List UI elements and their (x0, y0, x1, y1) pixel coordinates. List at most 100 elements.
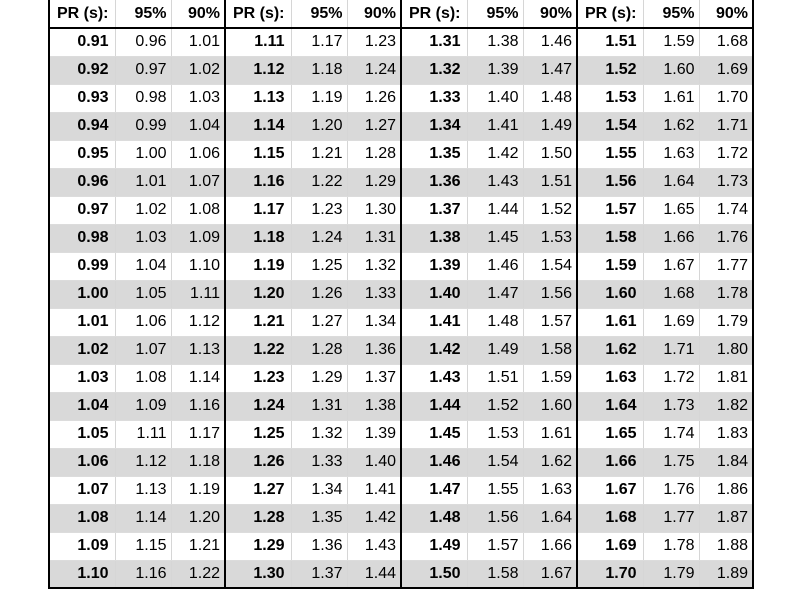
cell-pr: 0.92 (48, 56, 116, 85)
cell-90: 1.01 (171, 28, 226, 57)
cell-90: 1.02 (171, 56, 226, 85)
cell-90: 1.12 (171, 308, 226, 337)
cell-95: 1.08 (115, 364, 172, 393)
pr-table: PR (s): 95% 90% PR (s): 95% 90% PR (s): 95% 90% P… (48, 0, 754, 589)
cell-pr: 1.67 (576, 476, 644, 505)
cell-90: 1.67 (523, 560, 578, 589)
cell-pr: 1.48 (400, 504, 468, 533)
cell-pr: 0.91 (48, 28, 116, 57)
cell-95: 1.52 (467, 392, 524, 421)
cell-95: 1.65 (643, 196, 700, 225)
cell-95: 1.44 (467, 196, 524, 225)
cell-95: 1.67 (643, 252, 700, 281)
cell-pr: 1.11 (224, 28, 292, 57)
cell-90: 1.57 (523, 308, 578, 337)
cell-90: 1.04 (171, 112, 226, 141)
cell-pr: 1.08 (48, 504, 116, 533)
cell-90: 1.27 (347, 112, 402, 141)
cell-90: 1.47 (523, 56, 578, 85)
cell-pr: 1.57 (576, 196, 644, 225)
cell-pr: 1.44 (400, 392, 468, 421)
cell-95: 1.13 (115, 476, 172, 505)
table-row: 0.92 0.97 1.02 1.12 1.18 1.24 1.32 1.39 1.47 1.52… (48, 56, 754, 85)
cell-95: 1.21 (291, 140, 348, 169)
cell-90: 1.08 (171, 196, 226, 225)
cell-90: 1.83 (699, 420, 754, 449)
header-95-a: 95% (115, 0, 172, 29)
cell-pr: 1.45 (400, 420, 468, 449)
cell-90: 1.71 (699, 112, 754, 141)
table-row: 1.08 1.14 1.20 1.28 1.35 1.42 1.48 1.56 1.64 1.68… (48, 504, 754, 533)
cell-pr: 1.37 (400, 196, 468, 225)
cell-pr: 1.25 (224, 420, 292, 449)
cell-90: 1.81 (699, 364, 754, 393)
cell-pr: 1.24 (224, 392, 292, 421)
cell-95: 1.06 (115, 308, 172, 337)
cell-95: 1.76 (643, 476, 700, 505)
cell-pr: 1.53 (576, 84, 644, 113)
cell-90: 1.40 (347, 448, 402, 477)
cell-95: 1.41 (467, 112, 524, 141)
cell-pr: 1.42 (400, 336, 468, 365)
cell-95: 1.37 (291, 560, 348, 589)
cell-95: 1.04 (115, 252, 172, 281)
cell-pr: 1.41 (400, 308, 468, 337)
cell-pr: 1.65 (576, 420, 644, 449)
cell-95: 1.36 (291, 532, 348, 561)
cell-95: 1.58 (467, 560, 524, 589)
cell-pr: 1.36 (400, 168, 468, 197)
cell-90: 1.63 (523, 476, 578, 505)
cell-pr: 1.62 (576, 336, 644, 365)
cell-pr: 1.15 (224, 140, 292, 169)
header-pr-a: PR (s): (48, 0, 116, 29)
cell-pr: 1.26 (224, 448, 292, 477)
header-90-a: 90% (171, 0, 226, 29)
cell-pr: 0.97 (48, 196, 116, 225)
cell-pr: 1.56 (576, 168, 644, 197)
cell-90: 1.78 (699, 280, 754, 309)
cell-pr: 1.05 (48, 420, 116, 449)
cell-pr: 1.28 (224, 504, 292, 533)
cell-90: 1.89 (699, 560, 754, 589)
cell-95: 1.02 (115, 196, 172, 225)
cell-95: 1.17 (291, 28, 348, 57)
header-95-b: 95% (291, 0, 348, 29)
cell-pr: 1.59 (576, 252, 644, 281)
table-row: 0.91 0.96 1.01 1.11 1.17 1.23 1.31 1.38 1.46 1.51… (48, 28, 754, 57)
cell-90: 1.66 (523, 532, 578, 561)
table-row: 0.98 1.03 1.09 1.18 1.24 1.31 1.38 1.45 1.53 1.58… (48, 224, 754, 253)
table-row: 1.07 1.13 1.19 1.27 1.34 1.41 1.47 1.55 1.63 1.67… (48, 476, 754, 505)
cell-90: 1.14 (171, 364, 226, 393)
cell-95: 1.57 (467, 532, 524, 561)
cell-90: 1.13 (171, 336, 226, 365)
cell-95: 1.22 (291, 168, 348, 197)
header-pr-d: PR (s): (576, 0, 644, 29)
cell-pr: 1.00 (48, 280, 116, 309)
cell-90: 1.06 (171, 140, 226, 169)
cell-90: 1.43 (347, 532, 402, 561)
cell-95: 1.71 (643, 336, 700, 365)
cell-95: 1.05 (115, 280, 172, 309)
cell-95: 1.32 (291, 420, 348, 449)
cell-95: 1.34 (291, 476, 348, 505)
cell-95: 1.18 (291, 56, 348, 85)
cell-95: 1.63 (643, 140, 700, 169)
cell-95: 1.33 (291, 448, 348, 477)
cell-95: 1.42 (467, 140, 524, 169)
cell-95: 1.48 (467, 308, 524, 337)
cell-95: 1.40 (467, 84, 524, 113)
cell-90: 1.53 (523, 224, 578, 253)
cell-90: 1.74 (699, 196, 754, 225)
cell-90: 1.23 (347, 28, 402, 57)
cell-pr: 1.14 (224, 112, 292, 141)
table-row: 0.99 1.04 1.10 1.19 1.25 1.32 1.39 1.46 1.54 1.59… (48, 252, 754, 281)
cell-pr: 1.18 (224, 224, 292, 253)
cell-pr: 1.23 (224, 364, 292, 393)
table-row: 1.05 1.11 1.17 1.25 1.32 1.39 1.45 1.53 1.61 1.65… (48, 420, 754, 449)
cell-95: 1.64 (643, 168, 700, 197)
cell-95: 1.54 (467, 448, 524, 477)
cell-90: 1.46 (523, 28, 578, 57)
table-row: 0.94 0.99 1.04 1.14 1.20 1.27 1.34 1.41 1.49 1.54… (48, 112, 754, 141)
cell-90: 1.20 (171, 504, 226, 533)
header-95-c: 95% (467, 0, 524, 29)
